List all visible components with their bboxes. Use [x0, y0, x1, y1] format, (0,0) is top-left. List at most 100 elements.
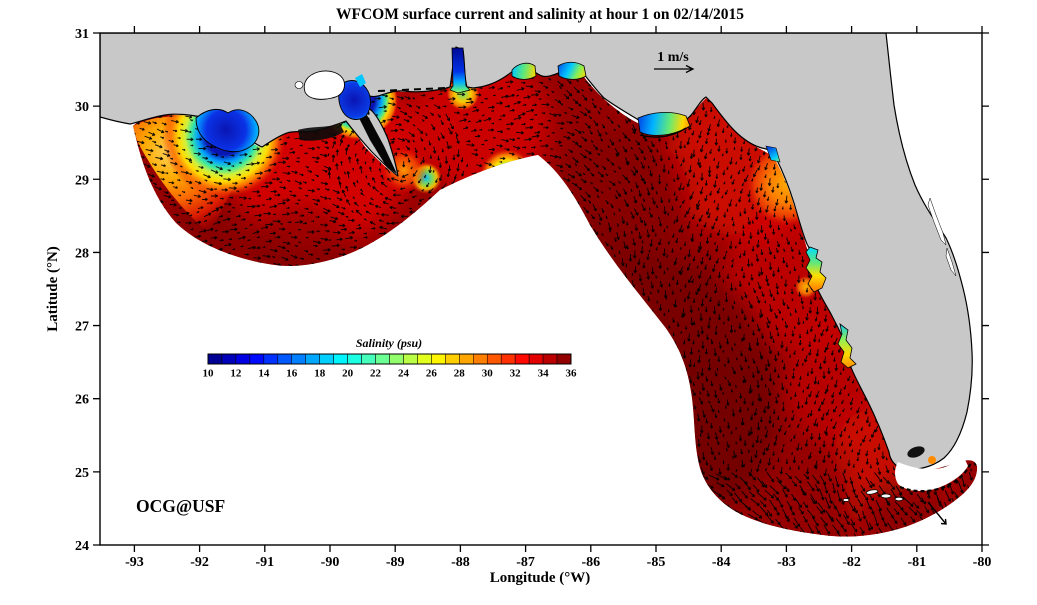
florida-straits-strong-vector	[927, 501, 947, 525]
x-tick-label: -90	[321, 555, 340, 570]
colorbar-cells	[207, 353, 572, 365]
x-tick-label: -92	[190, 555, 209, 570]
lower-keys-island	[880, 493, 892, 499]
colorbar-cell	[500, 353, 516, 365]
y-axis-label: Latitude (°N)	[45, 246, 61, 332]
scale-arrow-group: 1 m/s	[654, 50, 695, 74]
scale-arrow-label: 1 m/s	[657, 50, 689, 65]
colorbar-cell	[473, 353, 488, 365]
x-tick-label: -85	[647, 555, 666, 570]
y-tick-label: 26	[75, 393, 89, 408]
colorbar-cell	[528, 353, 544, 365]
colorbar-tick-label: 20	[342, 368, 354, 380]
whitewater-bay	[907, 446, 925, 458]
colorbar-tick-label: 22	[370, 368, 382, 380]
indian-river-lagoon	[927, 197, 947, 246]
colorbar-cell	[277, 353, 293, 365]
tampa-bay	[805, 246, 827, 293]
map-area	[100, 33, 978, 537]
charlotte-harbor	[837, 323, 857, 369]
colorbar-tick-label: 10	[203, 368, 215, 380]
x-tick-label: -83	[777, 555, 796, 570]
colorbar-cell	[319, 353, 334, 365]
marquesas-island	[894, 496, 904, 502]
colorbar-tick-labels: 10 12 14 16 18 20 22 24 26 28 30 32 34 36	[203, 368, 578, 380]
x-tick-label: -93	[125, 555, 144, 570]
mobile-bay	[449, 47, 471, 94]
southeast-orange-spot	[928, 456, 936, 464]
colorbar-tick-label: 32	[510, 368, 522, 380]
colorbar-cell	[556, 353, 572, 365]
colorbar-cell	[445, 353, 460, 365]
atchafalaya-bay	[195, 108, 260, 153]
axes-frame	[99, 32, 983, 546]
dry-tortugas-island	[842, 498, 850, 502]
colorbar-tick-label: 16	[286, 368, 298, 380]
colorbar-tick-label: 36	[566, 368, 578, 380]
st-andrew-bay	[557, 61, 587, 80]
x-axis-label: Longitude (°W)	[490, 570, 591, 586]
x-tick-label: -81	[907, 555, 926, 570]
apalachicola-barrier-island	[639, 127, 687, 138]
watermark-ocg-usf: OCG@USF	[136, 496, 225, 516]
y-tick-label: 29	[75, 173, 89, 188]
colorbar-cell	[263, 353, 279, 365]
x-tick-label: -86	[581, 555, 600, 570]
colorbar-cell	[403, 353, 418, 365]
colorbar-cell	[347, 353, 362, 365]
colorbar-tick-label: 12	[230, 368, 242, 380]
axis-tick-labels: -93 -92 -91 -90 -89 -88 -87 -86 -85 -84 -83 -82 -81 -…	[75, 27, 991, 570]
colorbar-cell	[486, 353, 502, 365]
x-tick-label: -89	[386, 555, 405, 570]
colorbar-tick-label: 26	[426, 368, 438, 380]
colorbar-cell	[417, 353, 432, 365]
x-tick-label: -82	[842, 555, 861, 570]
y-tick-label: 27	[75, 320, 89, 335]
delta-east-plume	[480, 149, 534, 203]
colorbar-cell	[389, 353, 404, 365]
lake-pontchartrain	[303, 70, 345, 100]
axis-ticks	[93, 26, 989, 552]
colorbar-cell	[333, 353, 348, 365]
colorbar-tick-label: 34	[538, 368, 550, 380]
colorbar-cell	[361, 353, 376, 365]
chandeleur-cyan-streak	[355, 74, 366, 87]
cedar-key-blue-streak	[765, 145, 781, 163]
y-tick-label: 30	[75, 100, 89, 115]
colorbar-cell	[249, 353, 265, 365]
y-tick-label: 25	[75, 466, 89, 481]
colorbar-tick-label: 28	[454, 368, 466, 380]
pensacola-bay	[511, 62, 537, 80]
colorbar-cell	[235, 353, 251, 365]
colorbar-cell	[514, 353, 530, 365]
salinity-colorbar: Salinity (psu) 10 12 14 16 18 20 22 24 26 28 30 32 3…	[203, 336, 578, 380]
x-tick-label: -84	[712, 555, 731, 570]
mosquito-lagoon	[945, 247, 957, 277]
x-tick-label: -91	[255, 555, 274, 570]
x-tick-label: -87	[516, 555, 535, 570]
apalachicola-bay	[637, 112, 691, 136]
colorbar-tick-label: 24	[398, 368, 410, 380]
florida-bay	[895, 455, 968, 492]
colorbar-cell	[375, 353, 390, 365]
florida-keys-chain	[899, 461, 973, 493]
y-tick-label: 31	[75, 27, 89, 42]
colorbar-cell	[542, 353, 558, 365]
chart-title: WFCOM surface current and salinity at ho…	[336, 6, 744, 23]
colorbar-cell	[291, 353, 306, 365]
x-tick-label: -80	[973, 555, 992, 570]
lake-maurepas	[294, 81, 304, 89]
colorbar-cell	[431, 353, 446, 365]
colorbar-cell	[207, 353, 223, 365]
y-tick-label: 24	[75, 539, 89, 554]
colorbar-cell	[305, 353, 320, 365]
colorbar-border	[207, 353, 572, 365]
x-tick-label: -88	[451, 555, 470, 570]
colorbar-cell	[459, 353, 474, 365]
colorbar-tick-label: 18	[314, 368, 326, 380]
colorbar-cell	[221, 353, 237, 365]
colorbar-label: Salinity (psu)	[356, 336, 422, 350]
colorbar-tick-label: 14	[258, 368, 270, 380]
